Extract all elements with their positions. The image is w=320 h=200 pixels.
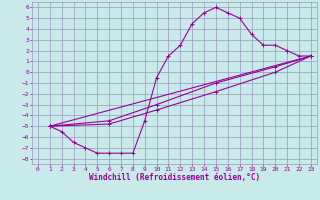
X-axis label: Windchill (Refroidissement éolien,°C): Windchill (Refroidissement éolien,°C) xyxy=(89,173,260,182)
